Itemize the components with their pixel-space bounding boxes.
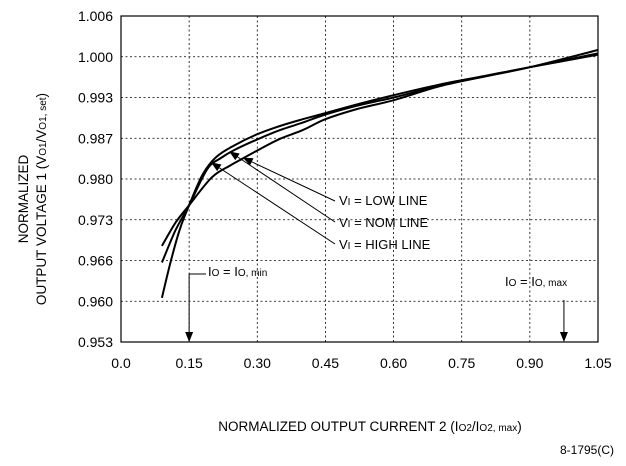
y-tick-label: 0.973: [78, 212, 113, 228]
leader-nom-line: [229, 151, 336, 223]
y-tick-label: 0.980: [78, 171, 113, 187]
io-max-label: IO = IO, max: [505, 274, 567, 289]
x-tick-label: 0.30: [244, 355, 271, 371]
y-tick-label: 0.960: [78, 293, 113, 309]
io-min-label: IO = IO, min: [208, 264, 267, 279]
grid: [121, 16, 598, 342]
y-tick-label: 0.987: [78, 130, 113, 146]
series: [160, 49, 599, 299]
leader-low-line: [242, 157, 336, 202]
x-tick-label: 0.60: [380, 355, 407, 371]
x-tick-label: 1.05: [584, 355, 611, 371]
tick-labels: 0.0 0.15 0.30 0.45 0.60 0.75 0.90 1.05 1.006 1.00…: [78, 8, 612, 371]
legend-nom-line: VI = NOM LINE: [339, 215, 428, 230]
series-high-line: [160, 53, 599, 299]
legend-high-line: VI = HIGH LINE: [339, 237, 431, 252]
plot-frame: [120, 15, 599, 343]
leader-high-line: [211, 162, 336, 245]
legend-low-line: VI = LOW LINE: [339, 193, 428, 208]
x-tick-label: 0.45: [312, 355, 339, 371]
annotations: [185, 151, 568, 342]
y-tick-label: 0.953: [78, 334, 113, 350]
x-axis-title: NORMALIZED OUTPUT CURRENT 2 (IO2/IO2, ma…: [218, 419, 521, 434]
y-tick-label: 0.966: [78, 253, 113, 269]
figure-id: 8-1795(C): [559, 443, 614, 457]
x-tick-label: 0.15: [176, 355, 203, 371]
y-axis-title-line2: OUTPUT VOLTAGE 1 (VO1/VO1, set): [34, 93, 49, 305]
y-tick-label: 0.993: [78, 90, 113, 106]
x-tick-label: 0.75: [448, 355, 475, 371]
y-tick-label: 1.006: [78, 8, 113, 24]
y-axis-title-line1: NORMALIZED: [16, 154, 31, 243]
series-nom-line: [160, 52, 599, 263]
y-tick-label: 1.000: [78, 49, 113, 65]
x-tick-label: 0.0: [111, 355, 131, 371]
x-tick-label: 0.90: [516, 355, 543, 371]
